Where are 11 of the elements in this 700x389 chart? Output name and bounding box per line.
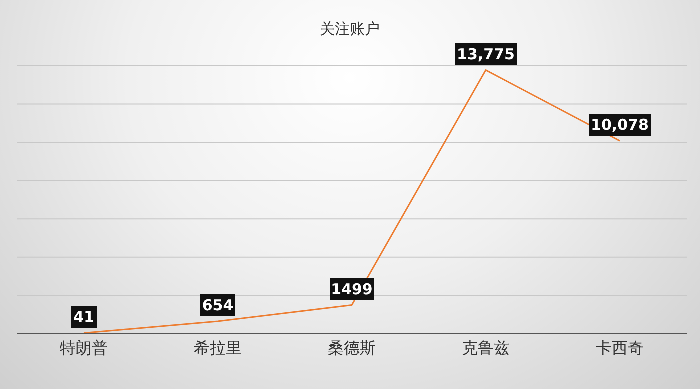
chart-title: 关注账户 bbox=[319, 20, 381, 39]
x-tick-label: 希拉里 bbox=[194, 338, 242, 358]
data-label: 41 bbox=[74, 308, 94, 326]
data-label: 10,078 bbox=[591, 116, 649, 134]
x-tick-label: 卡西奇 bbox=[596, 338, 644, 358]
x-tick-label: 桑德斯 bbox=[328, 338, 376, 358]
x-tick-label: 特朗普 bbox=[60, 338, 108, 358]
x-tick-label: 克鲁兹 bbox=[462, 338, 510, 358]
data-label: 654 bbox=[202, 296, 234, 314]
data-label: 1499 bbox=[331, 280, 373, 298]
data-label: 13,775 bbox=[457, 45, 515, 64]
